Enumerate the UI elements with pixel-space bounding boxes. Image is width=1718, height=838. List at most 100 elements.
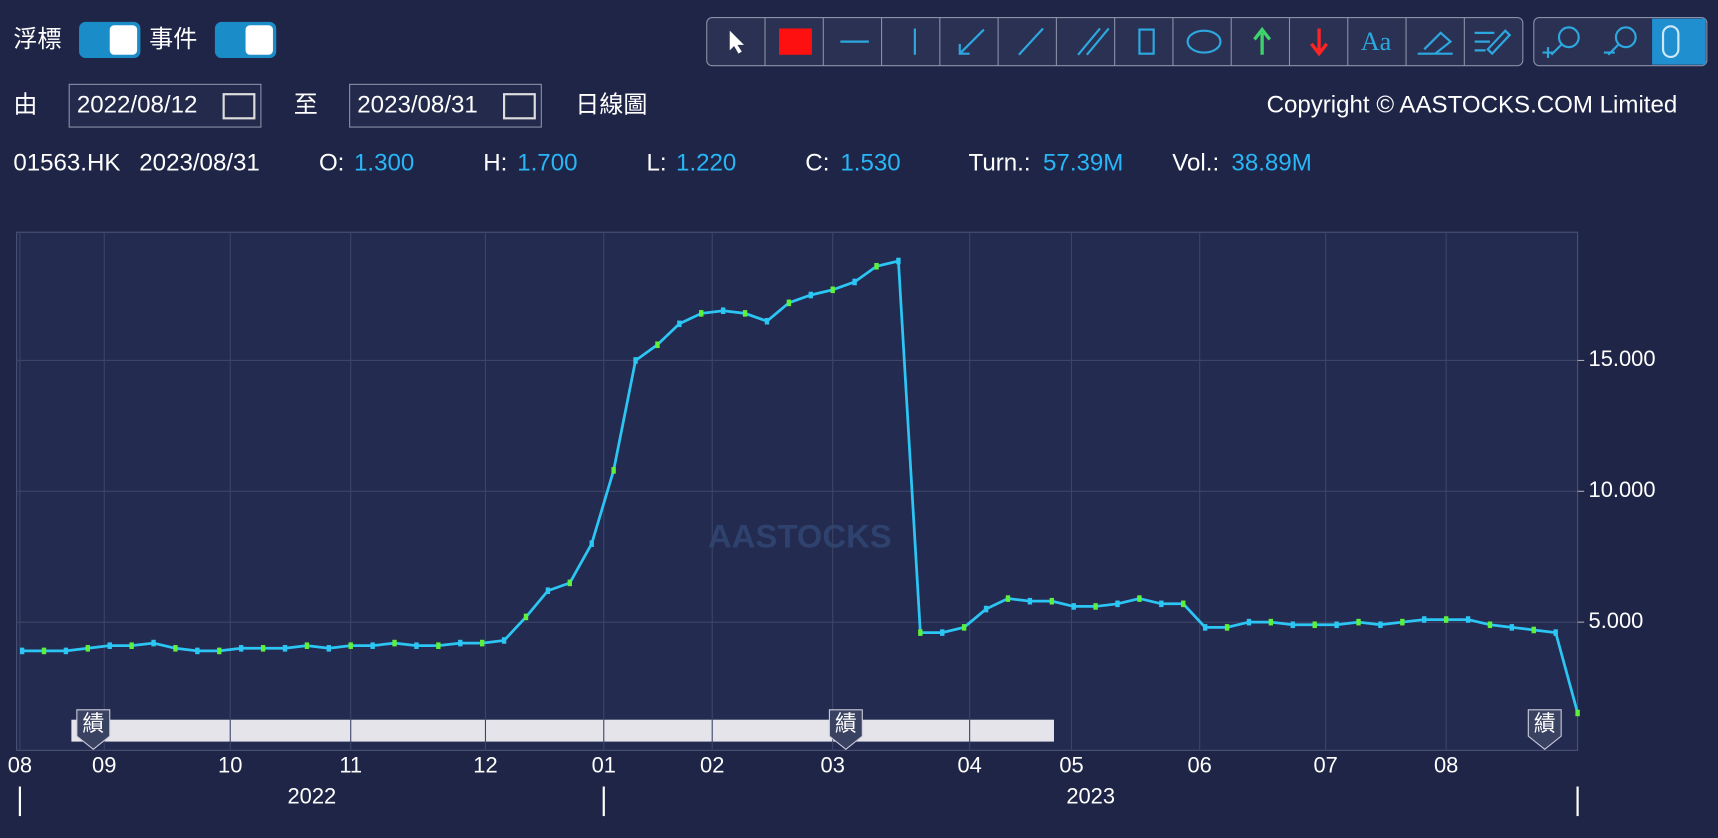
price-line xyxy=(22,259,1579,714)
price-candle xyxy=(589,540,594,547)
from-input[interactable] xyxy=(68,83,262,128)
event-label: 事件 xyxy=(149,26,197,53)
price-candle xyxy=(918,629,923,636)
price-candle xyxy=(151,639,156,647)
price-candle xyxy=(304,642,310,649)
event-marker[interactable] xyxy=(828,709,863,750)
price-candle xyxy=(1553,629,1558,636)
price-candle xyxy=(567,579,572,587)
price-candle xyxy=(1290,621,1295,629)
zoom-out-minus xyxy=(1603,44,1619,56)
to-label: 至 xyxy=(294,92,318,119)
watermark: AASTOCKS xyxy=(708,518,892,555)
price-candle xyxy=(1137,595,1142,602)
price-candle xyxy=(41,647,47,655)
event-label: 績 xyxy=(82,711,104,736)
toggle-knob xyxy=(109,25,138,55)
price-candle xyxy=(479,639,485,647)
symbol: 01563.HK xyxy=(13,150,120,177)
price-candle xyxy=(1159,600,1164,608)
x-tick-label: 10 xyxy=(218,753,242,778)
line-icon xyxy=(1018,27,1044,56)
rect-icon xyxy=(1138,28,1155,55)
quote-value: 1.530 xyxy=(840,150,900,177)
x-tick-label: 04 xyxy=(957,753,981,778)
x-tick-label: 02 xyxy=(700,753,724,778)
channel-icon xyxy=(1077,27,1110,56)
eraser-icon xyxy=(1417,31,1453,55)
price-candle xyxy=(129,642,134,649)
price-candle xyxy=(1093,603,1098,610)
price-candle xyxy=(874,262,879,270)
x-tick-label: 03 xyxy=(821,753,845,778)
price-candle xyxy=(1027,597,1033,605)
event-marker[interactable] xyxy=(1527,709,1562,750)
price-candle xyxy=(436,642,441,649)
to-input[interactable] xyxy=(349,83,542,128)
quote-value: 38.89M xyxy=(1231,150,1311,177)
price-candle xyxy=(1334,621,1339,629)
x-tick-label: 08 xyxy=(1434,753,1458,778)
price-candle xyxy=(852,278,857,286)
color-icon xyxy=(779,28,812,55)
price-candle xyxy=(238,645,244,652)
price-chart: AASTOCKS 5.000 10.000 15.000 08 09 10 11 12 01 02… xyxy=(8,231,1656,817)
zoom-in-plus xyxy=(1542,44,1562,59)
event-marker[interactable] xyxy=(76,709,111,750)
period[interactable]: 日線圖 xyxy=(575,92,647,119)
price-candle xyxy=(370,642,375,649)
price-candle xyxy=(1531,626,1536,634)
price-candle xyxy=(961,624,967,631)
quote-value: 1.220 xyxy=(676,150,736,177)
price-candle xyxy=(983,605,989,613)
price-candle xyxy=(1575,709,1580,717)
price-candle xyxy=(348,642,353,649)
copyright: Copyright © AASTOCKS.COM Limited xyxy=(1267,92,1678,119)
calendar-icon[interactable] xyxy=(222,93,256,120)
quote-label: Vol.: xyxy=(1172,150,1219,177)
price-candle xyxy=(260,645,266,652)
float-label: 浮標 xyxy=(13,26,61,53)
calendar-icon[interactable] xyxy=(502,93,536,120)
price-candle xyxy=(85,645,91,652)
x-tick-label: 06 xyxy=(1187,753,1211,778)
price-candle xyxy=(1224,624,1230,631)
toggle-knob xyxy=(245,25,273,55)
price-candle xyxy=(1422,616,1427,623)
clear-icon xyxy=(1474,29,1512,56)
price-candle xyxy=(1071,603,1076,610)
price-candle xyxy=(63,647,69,655)
price-candle xyxy=(545,587,551,595)
price-candle xyxy=(173,645,178,652)
quote-value: 57.39M xyxy=(1043,150,1123,177)
price-candle xyxy=(19,647,25,655)
x-tick-label: 05 xyxy=(1059,753,1083,778)
price-candle xyxy=(195,647,200,655)
mouse-icon xyxy=(1661,25,1680,59)
price-candle xyxy=(1181,600,1186,608)
price-candle xyxy=(1246,618,1252,626)
price-candle xyxy=(1005,595,1011,602)
event-label: 績 xyxy=(835,711,857,736)
price-candle xyxy=(896,257,901,265)
zoom-in-icon[interactable] xyxy=(1557,26,1580,49)
price-candle xyxy=(720,307,726,315)
price-candle xyxy=(655,341,660,349)
x-tick-label: 09 xyxy=(92,753,116,778)
price-candle xyxy=(699,310,704,317)
price-candle xyxy=(1312,621,1317,629)
price-candle xyxy=(217,647,222,655)
zoom-toolbar xyxy=(1533,16,1708,67)
quote-label: Turn.: xyxy=(969,150,1031,177)
zoom-out-icon[interactable] xyxy=(1614,26,1637,49)
quote-label: L: xyxy=(646,150,666,177)
quote-label: H: xyxy=(483,150,507,177)
price-candle xyxy=(414,642,419,649)
y-tick-label: 15.000 xyxy=(1589,346,1656,371)
navigator[interactable] xyxy=(71,719,1054,742)
quote-value: 1.300 xyxy=(354,150,414,177)
from-label: 由 xyxy=(13,92,37,119)
price-candle xyxy=(611,467,616,474)
price-candle xyxy=(326,645,332,652)
